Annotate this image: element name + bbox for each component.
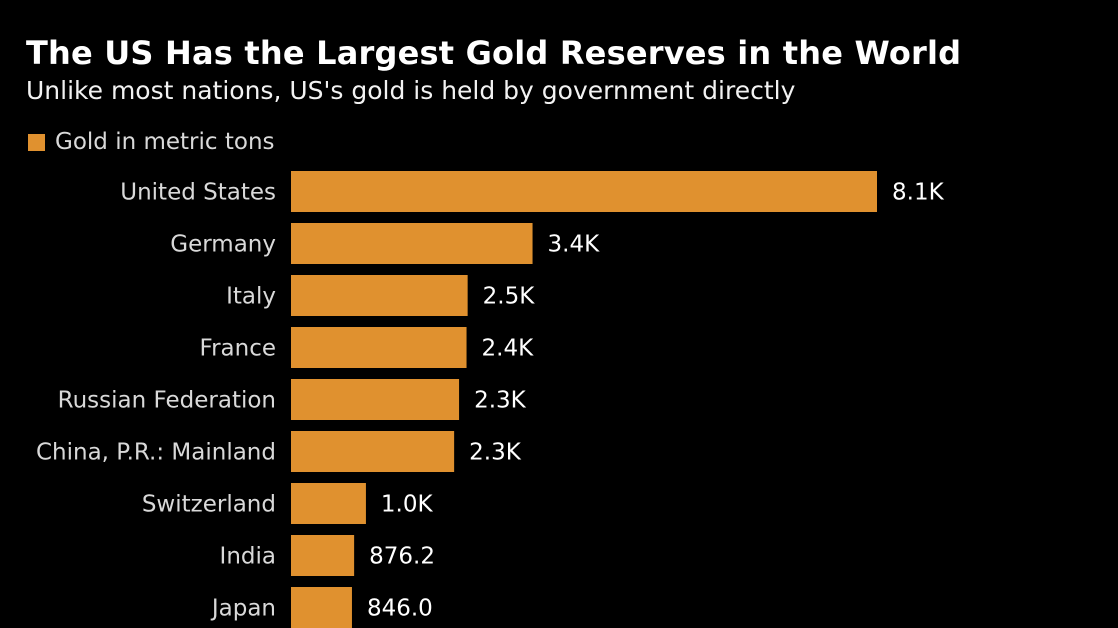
legend: Gold in metric tons xyxy=(28,129,275,155)
value-label-italy: 2.5K xyxy=(483,284,536,310)
category-label-russian-federation: Russian Federation xyxy=(58,388,276,414)
category-label-japan: Japan xyxy=(210,596,276,622)
category-label-switzerland: Switzerland xyxy=(142,492,276,518)
category-label-germany: Germany xyxy=(170,232,276,258)
bar-france xyxy=(291,327,467,368)
chart-subtitle: Unlike most nations, US's gold is held b… xyxy=(26,76,796,105)
category-label-united-states: United States xyxy=(120,180,276,206)
value-label-china-p-r-mainland: 2.3K xyxy=(469,440,522,466)
value-label-germany: 3.4K xyxy=(548,232,601,258)
legend-label: Gold in metric tons xyxy=(55,129,275,155)
bar-india xyxy=(291,535,355,576)
chart-title: The US Has the Largest Gold Reserves in … xyxy=(26,34,962,72)
category-label-india: India xyxy=(220,544,276,570)
bar-italy xyxy=(291,275,468,316)
category-label-france: France xyxy=(200,336,276,362)
value-label-japan: 846.0 xyxy=(367,596,433,622)
legend-swatch xyxy=(28,133,45,151)
value-label-united-states: 8.1K xyxy=(892,180,945,206)
bar-china-p-r-mainland xyxy=(291,431,455,472)
bar-russian-federation xyxy=(291,379,460,420)
category-label-china-p-r-mainland: China, P.R.: Mainland xyxy=(36,440,276,466)
value-label-france: 2.4K xyxy=(482,336,535,362)
value-label-switzerland: 1.0K xyxy=(381,492,434,518)
bar-germany xyxy=(291,223,533,264)
value-label-russian-federation: 2.3K xyxy=(474,388,527,414)
category-label-italy: Italy xyxy=(226,284,276,310)
bar-switzerland xyxy=(291,483,366,524)
bar-japan xyxy=(291,587,352,628)
value-label-india: 876.2 xyxy=(369,544,435,570)
bar-united-states xyxy=(291,171,877,212)
